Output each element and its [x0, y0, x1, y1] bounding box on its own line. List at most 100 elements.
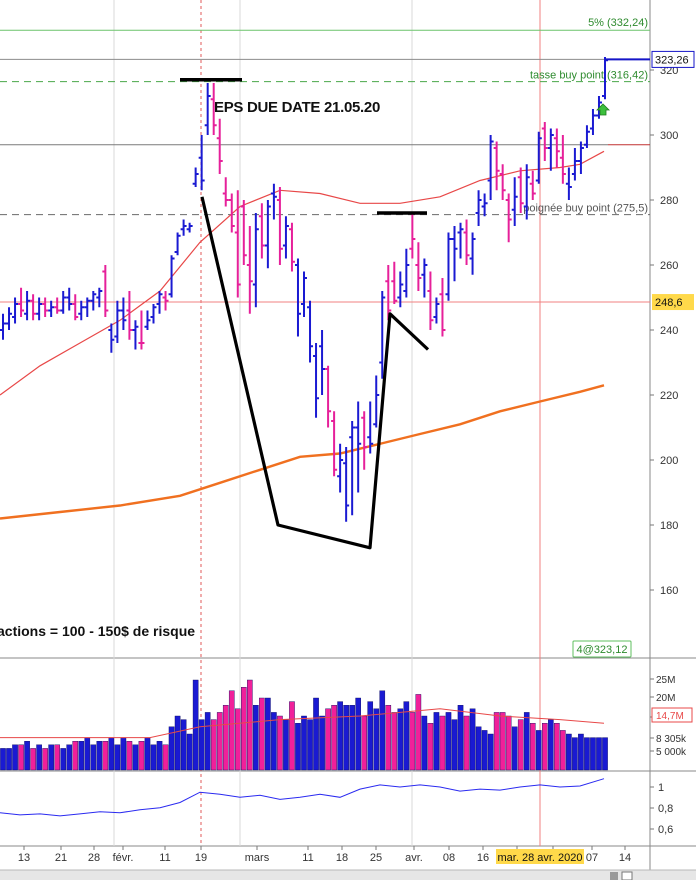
volume-bar — [307, 719, 313, 771]
ohlc-bar — [264, 200, 271, 269]
volume-bar — [204, 712, 211, 771]
volume-bar — [548, 719, 554, 771]
volume-bar — [265, 697, 271, 771]
volume-bar — [331, 705, 337, 771]
volume-bar — [313, 697, 319, 771]
ohlc-bar — [222, 177, 229, 207]
last-price-axis-border — [651, 50, 695, 68]
volume-bar — [535, 730, 542, 771]
ohlc-bar — [102, 265, 109, 317]
volume-bar — [66, 744, 73, 771]
ohlc-bar — [258, 203, 265, 259]
scroll-thumb-icon — [621, 871, 633, 881]
volume-bar — [72, 741, 79, 771]
volume-bar — [271, 712, 277, 771]
cursor-date-label: mar. 28 avr. 2020 — [498, 852, 583, 864]
ohlc-bar — [240, 200, 247, 265]
volume-bar — [283, 719, 289, 771]
volume-bar — [295, 723, 301, 771]
level-label-poignee: poignée buy point (275,5) — [523, 203, 648, 215]
ohlc-bar — [252, 213, 259, 308]
volume-bar — [138, 741, 145, 771]
ohlc-bar — [445, 232, 452, 301]
relative-strength-line — [0, 778, 605, 817]
volume-bar — [222, 705, 229, 771]
volume-bar — [505, 715, 512, 771]
x-tick-label: 11 — [159, 852, 170, 864]
volume-bar — [596, 737, 602, 771]
volume-bar — [277, 715, 283, 771]
ohlc-bar — [42, 297, 49, 317]
volume-bar — [180, 719, 187, 771]
volume-bar — [253, 705, 259, 771]
ohlc-bar — [487, 135, 494, 200]
volume-bar — [102, 741, 109, 771]
ohlc-bar — [294, 258, 301, 337]
volume-bar — [156, 741, 163, 771]
ohlc-bar — [156, 291, 163, 314]
ohlc-bar — [114, 300, 121, 343]
ohlc-bar — [18, 287, 25, 317]
rs-tick-label: 0,6 — [658, 824, 673, 836]
ohlc-bar — [270, 183, 277, 220]
ohlc-bar — [204, 83, 211, 135]
volume-bar — [572, 737, 578, 771]
volume-bar — [259, 697, 265, 771]
x-tick-label: 21 — [55, 852, 67, 864]
ohlc-bar — [475, 190, 482, 226]
cursor-price-axis-label: 248,6 — [655, 297, 683, 309]
ohlc-bar — [120, 297, 127, 330]
ohlc-bar — [541, 122, 548, 161]
volume-bar — [319, 715, 325, 771]
volume-bar — [391, 712, 398, 771]
cursor-price-axis-label-box — [652, 294, 694, 311]
volume-bar — [499, 712, 506, 771]
volume-tick-label: 25M — [656, 675, 675, 686]
last-price-axis-label-box — [652, 51, 694, 68]
ohlc-bar — [54, 297, 61, 314]
ohlc-bar — [589, 109, 596, 135]
risk-annotation: actions = 100 - 150$ de risque — [0, 623, 195, 639]
ohlc-bar — [198, 135, 205, 191]
ohlc-bar — [403, 248, 410, 298]
ohlc-bar — [144, 310, 151, 330]
position-badge-box — [572, 640, 632, 658]
volume-bar — [174, 715, 181, 771]
y-tick-label: 220 — [660, 390, 678, 402]
volume-bar — [403, 701, 410, 771]
volume-bar — [289, 701, 295, 771]
volume-bar — [409, 712, 416, 771]
ohlc-bar — [288, 222, 295, 272]
x-tick-label: 25 — [370, 852, 382, 864]
volume-tick-label: 8 305k — [656, 734, 687, 745]
ohlc-bar — [517, 167, 524, 213]
x-tick-label: 13 — [18, 852, 30, 864]
y-tick-label: 180 — [660, 520, 678, 532]
ohlc-bar — [84, 297, 91, 317]
y-tick-label: 160 — [660, 585, 678, 597]
volume-bar — [216, 712, 223, 771]
volume-bar — [493, 712, 500, 771]
volume-bar — [126, 741, 133, 771]
volume-bar — [602, 737, 608, 771]
ohlc-bar — [30, 294, 37, 321]
ohlc-bar — [547, 128, 554, 171]
volume-bar — [42, 748, 48, 771]
ohlc-bar — [150, 304, 157, 324]
ohlc-bar — [301, 271, 307, 317]
ohlc-bar — [439, 278, 446, 337]
y-tick-label: 320 — [660, 65, 678, 77]
volume-bar — [578, 733, 584, 771]
ohlc-bar — [469, 232, 476, 275]
volume-bar — [373, 708, 380, 771]
ohlc-bar — [24, 291, 31, 321]
ohlc-bar — [505, 193, 512, 243]
ohlc-bar — [451, 226, 458, 282]
volume-moving-average — [0, 708, 605, 739]
ohlc-bar — [409, 213, 416, 259]
ohlc-bar — [210, 83, 217, 135]
volume-bar — [240, 687, 247, 771]
ohlc-bar — [6, 307, 13, 330]
x-tick-label: avr. — [405, 852, 423, 864]
volume-bar — [475, 726, 482, 771]
